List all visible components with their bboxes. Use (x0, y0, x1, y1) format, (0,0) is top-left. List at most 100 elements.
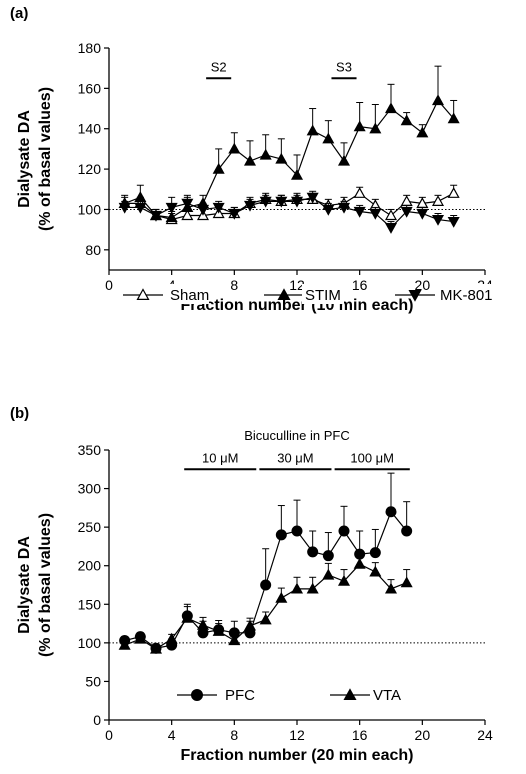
data-point (165, 211, 178, 223)
panel-a-x-tick-label: 12 (289, 277, 305, 293)
panel-a-y-tick-label: 80 (85, 242, 101, 258)
panel-a-legend-bg (302, 284, 344, 304)
panel-a-legend-label: Sham (170, 287, 209, 304)
data-point (228, 142, 241, 154)
panel-a-legend-label: STIM (305, 287, 341, 304)
data-point (384, 209, 398, 221)
data-point (165, 632, 178, 644)
panel-b-series-pfc (119, 472, 413, 654)
panel-b-legend-bg (222, 684, 255, 704)
panel-a-chart: (a)8010012014016018004812162024Fraction … (10, 5, 497, 314)
data-point (322, 568, 335, 580)
panel-b-x-axis-title: Fraction number (20 min each) (181, 747, 414, 764)
data-point (384, 102, 398, 114)
data-point (149, 642, 163, 654)
data-point (196, 204, 210, 216)
data-point (322, 204, 335, 216)
data-point (306, 582, 319, 594)
panel-a-legend-marker (277, 288, 291, 300)
data-point (338, 525, 350, 537)
data-point (243, 200, 257, 212)
data-point (291, 525, 303, 537)
panel-b-legend-marker (343, 688, 357, 700)
panel-b-y-tick-label: 100 (78, 635, 102, 651)
panel-b-group-title: Bicuculline in PFC (244, 428, 350, 443)
data-point (290, 582, 304, 594)
data-point (401, 525, 413, 537)
panel-b-legend-marker (191, 689, 203, 701)
data-point (322, 550, 334, 562)
panel-a-y-tick-label: 120 (78, 161, 102, 177)
panel-a-y-tick-label: 160 (78, 80, 102, 96)
panel-b-label: (b) (10, 405, 29, 422)
data-point (260, 579, 272, 591)
panel-a-series-mk-801 (118, 190, 460, 234)
data-point (384, 582, 398, 594)
panel-b-x-tick-label: 0 (105, 727, 113, 743)
panel-a-label: (a) (10, 5, 28, 22)
panel-b-y-tick-label: 0 (93, 712, 101, 728)
data-point (243, 619, 257, 631)
data-point (353, 120, 366, 132)
data-point (400, 206, 413, 218)
series-line (124, 196, 454, 229)
data-point (290, 168, 304, 180)
data-point (431, 94, 445, 106)
data-point (416, 126, 429, 138)
panel-b-x-tick-label: 20 (415, 727, 431, 743)
panel-b-x-tick-label: 12 (289, 727, 305, 743)
data-point (228, 634, 241, 646)
data-point (165, 202, 178, 214)
panel-a-legend-marker (136, 288, 150, 300)
data-point (212, 202, 225, 214)
panel-a-x-tick-label: 0 (105, 277, 113, 293)
panel-a-y-tick-label: 100 (78, 201, 102, 217)
data-point (447, 216, 460, 228)
series-line (124, 192, 454, 221)
data-point (353, 187, 366, 198)
data-point (275, 152, 288, 164)
data-point (118, 638, 131, 650)
panel-a-x-tick-label: 20 (415, 277, 431, 293)
data-point (306, 124, 319, 136)
data-point (181, 198, 194, 210)
data-point (196, 618, 210, 630)
data-point (369, 122, 382, 134)
panel-a-y-tick-label: 180 (78, 40, 102, 56)
panel-b-y-tick-label: 150 (78, 596, 102, 612)
panel-b-x-tick-label: 4 (168, 727, 176, 743)
data-point (275, 529, 287, 541)
panel-a-annotation-label: S3 (336, 59, 352, 74)
data-point (307, 546, 319, 558)
data-point (243, 154, 257, 166)
data-point (149, 210, 163, 222)
panel-a-legend-marker (408, 290, 422, 302)
data-point (369, 547, 381, 559)
panel-b-y-tick-label: 300 (78, 481, 102, 497)
panel-b-chart: (b) 0 50 100 150 200 250 300 350 0 4 8 12 16 20 24 Fract… (10, 405, 493, 764)
data-point (431, 214, 445, 226)
panel-a-legend-label: MK-801 (440, 287, 493, 304)
data-point (353, 557, 366, 569)
panel-b-annotation-label: 30 μM (277, 450, 313, 465)
panel-b-x-tick-label: 8 (230, 727, 238, 743)
data-point (400, 195, 413, 206)
panel-a-annotation-label: S2 (211, 59, 227, 74)
panel-b-y-tick-label: 250 (78, 519, 102, 535)
data-point (134, 202, 147, 214)
panel-a-y-axis-title-line2: (% of basal values) (37, 87, 54, 231)
data-point (337, 154, 351, 166)
panel-a-legend-bg (167, 284, 209, 304)
data-point (322, 132, 335, 144)
panel-a-y-tick-label: 140 (78, 121, 102, 137)
data-point (384, 223, 398, 234)
data-point (212, 625, 225, 636)
data-point (369, 208, 382, 220)
data-point (385, 506, 397, 518)
data-point (212, 162, 225, 174)
data-point (306, 192, 319, 204)
data-point (259, 613, 272, 625)
series-line (124, 99, 455, 219)
data-point (353, 206, 366, 218)
